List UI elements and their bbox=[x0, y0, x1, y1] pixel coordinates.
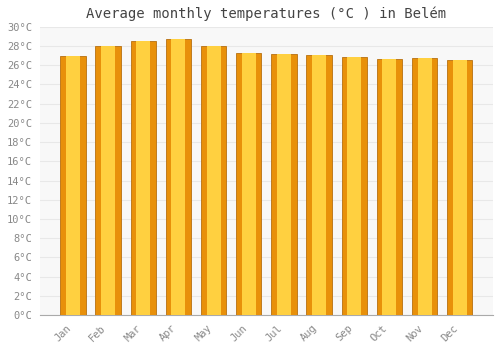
Bar bbox=[130, 41, 156, 315]
Bar bbox=[447, 61, 472, 315]
Bar bbox=[96, 46, 120, 315]
Bar bbox=[201, 46, 226, 315]
Bar bbox=[277, 54, 291, 315]
Bar bbox=[101, 46, 115, 315]
Bar bbox=[242, 53, 256, 315]
Bar bbox=[412, 57, 438, 315]
Bar bbox=[271, 54, 296, 315]
Bar bbox=[236, 53, 262, 315]
Bar bbox=[377, 60, 402, 315]
Bar bbox=[66, 56, 80, 315]
Title: Average monthly temperatures (°C ) in Belém: Average monthly temperatures (°C ) in Be… bbox=[86, 7, 446, 21]
Bar bbox=[418, 57, 432, 315]
Bar bbox=[348, 57, 361, 315]
Bar bbox=[306, 55, 332, 315]
Bar bbox=[206, 46, 220, 315]
Bar bbox=[342, 57, 367, 315]
Bar bbox=[312, 55, 326, 315]
Bar bbox=[382, 60, 396, 315]
Bar bbox=[453, 61, 466, 315]
Bar bbox=[60, 56, 86, 315]
Bar bbox=[166, 39, 191, 315]
Bar bbox=[172, 39, 185, 315]
Bar bbox=[136, 41, 150, 315]
